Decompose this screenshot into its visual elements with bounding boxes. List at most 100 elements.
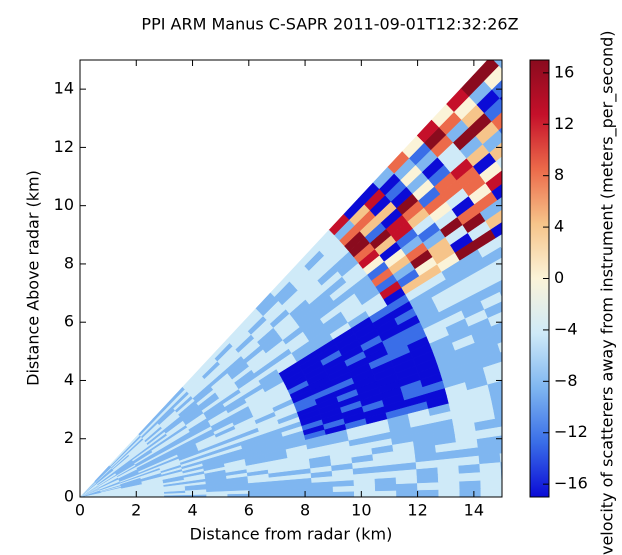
y-tick-label: 0 (64, 487, 74, 506)
radar-cell (571, 234, 595, 254)
radar-cell (490, 221, 502, 239)
radar-cell (396, 489, 418, 497)
y-axis-label: Distance Above radar (km) (24, 170, 43, 386)
radar-cell (546, 352, 569, 368)
y-tick-label: 8 (64, 253, 74, 272)
radar-cell (501, 479, 502, 489)
radar-cell (417, 481, 439, 491)
radar-cell (311, 491, 334, 497)
radar-cell (458, 471, 481, 482)
radar-cell (564, 455, 586, 467)
radar-cell (417, 489, 439, 497)
radar-cell (480, 487, 502, 497)
radar-cell (475, 60, 500, 82)
radar-cell (491, 183, 502, 201)
radar-cell (500, 245, 502, 250)
radar-cell (501, 487, 502, 497)
radar-cell (494, 416, 502, 428)
radar-cell (395, 482, 418, 491)
radar-cell (576, 388, 599, 403)
radar-cell (499, 452, 502, 463)
radar-cell (573, 296, 597, 314)
radar-cell (500, 470, 502, 480)
radar-cell (567, 346, 590, 362)
x-tick-label: 10 (351, 501, 371, 520)
radar-cell (566, 224, 590, 244)
radar-cell (269, 492, 292, 497)
y-tick-label: 6 (64, 312, 74, 331)
radar-cell (561, 265, 585, 284)
radar-cell (499, 95, 502, 102)
radar-cell (498, 126, 502, 135)
x-tick-label: 12 (407, 501, 427, 520)
radar-cell (500, 461, 502, 471)
y-tick-label: 12 (54, 137, 74, 156)
radar-cell (479, 470, 502, 481)
radar-cell (493, 60, 502, 66)
radar-cell (493, 407, 502, 419)
colorbar-tick-label: 4 (554, 217, 564, 236)
radar-cell (616, 182, 622, 204)
radar-cell (494, 331, 502, 344)
radar-cell (555, 84, 579, 108)
radar-cell (483, 300, 502, 319)
radar-cell (502, 157, 525, 179)
radar-cell (506, 364, 529, 379)
radar-cell (505, 245, 528, 264)
radar-cell (567, 138, 591, 161)
radar-cell (557, 403, 579, 417)
colorbar-tick-label: −16 (554, 474, 588, 493)
radar-cell (290, 491, 313, 497)
radar-cell (552, 244, 576, 264)
radar-cell (485, 209, 502, 230)
radar-cell (438, 488, 461, 497)
x-axis-label: Distance from radar (km) (190, 525, 393, 544)
radar-cell (485, 169, 502, 192)
radar-cell (503, 197, 526, 218)
x-tick-label: 0 (75, 501, 85, 520)
radar-cell (486, 256, 502, 275)
radar-cell (570, 286, 594, 304)
radar-cell (550, 294, 573, 312)
colorbar-tick-label: 0 (554, 268, 564, 287)
radar-cell (566, 275, 590, 294)
radar-cell (353, 490, 376, 497)
radar-cell (576, 245, 600, 265)
radar-field (80, 35, 622, 497)
radar-cell (507, 59, 531, 83)
radar-cell (459, 488, 482, 497)
radar-cell (514, 35, 538, 60)
radar-cell (498, 443, 502, 454)
radar-cell (556, 392, 579, 406)
plot-frame (79, 59, 503, 498)
radar-cell (547, 234, 571, 254)
radar-cell (503, 354, 526, 369)
radar-cell (489, 389, 502, 402)
radar-cell (480, 479, 502, 489)
radar-cell (490, 321, 502, 336)
radar-cell (459, 480, 482, 490)
radar-cell (507, 92, 531, 115)
radar-cell (563, 444, 585, 456)
colorbar-tick-label: 12 (554, 114, 574, 133)
radar-cell (574, 149, 598, 171)
radar-cell (500, 351, 502, 359)
radar-cell (491, 268, 502, 284)
radar-cell (561, 213, 585, 234)
x-tick-label: 8 (300, 501, 310, 520)
radar-cell (495, 155, 502, 170)
radar-cell (495, 279, 502, 292)
radar-cell (482, 361, 502, 377)
radar-cell (491, 398, 502, 411)
y-tick-label: 4 (64, 370, 74, 389)
radar-cell (509, 206, 532, 227)
colorbar-label: velocity of scatterers away from instrum… (598, 30, 618, 555)
radar-cell (562, 171, 586, 193)
colorbar-tick-label: −12 (554, 422, 588, 441)
colorbar-tick-label: −8 (554, 371, 578, 390)
radar-cell (508, 373, 531, 388)
colorbar-tick-label: −4 (554, 319, 578, 338)
radar-cell (617, 292, 622, 311)
x-tick-label: 6 (244, 501, 254, 520)
